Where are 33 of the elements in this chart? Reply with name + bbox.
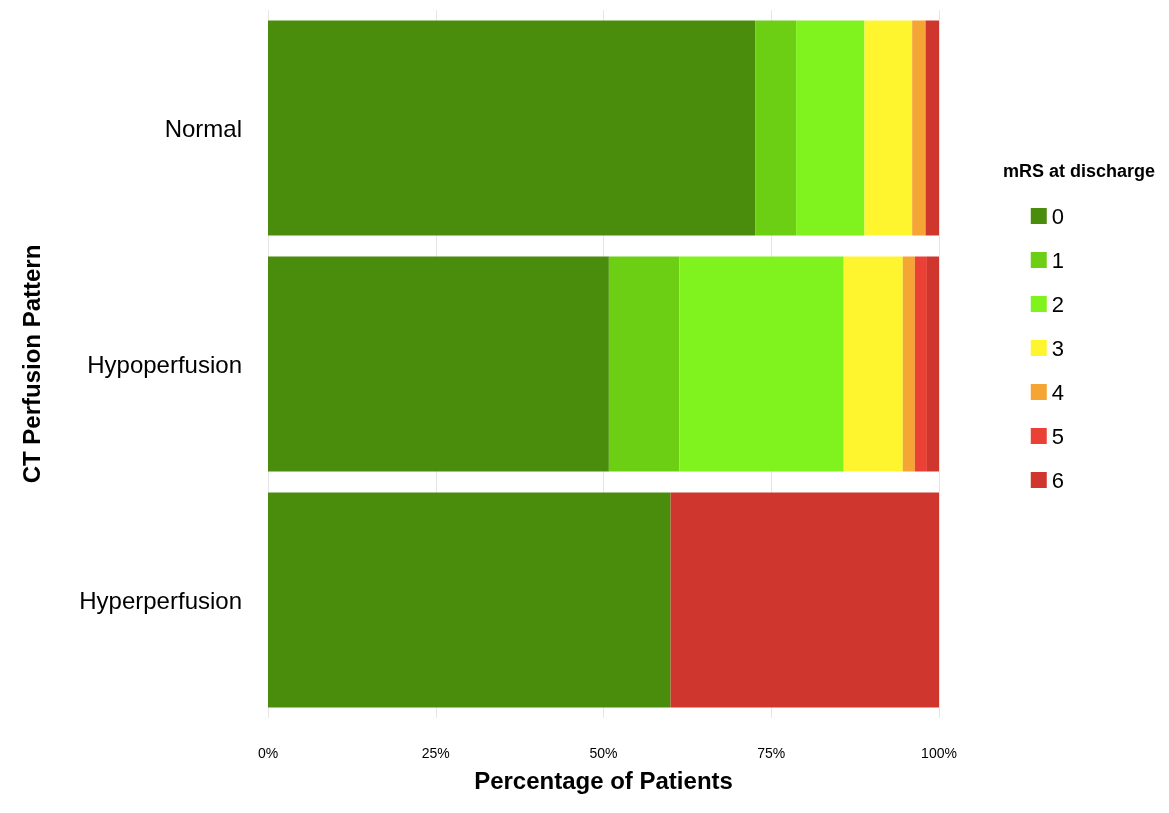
x-tick-label: 50%	[589, 745, 618, 761]
bar	[843, 256, 903, 472]
bar	[268, 492, 671, 708]
x-tick-label: 0%	[257, 745, 279, 761]
bar	[268, 20, 756, 236]
legend-label: 3	[1051, 335, 1065, 361]
y-axis-title: CT Perfusion Pattern	[17, 244, 45, 484]
bar	[796, 20, 865, 236]
y-tick-label: Normal	[164, 114, 242, 142]
legend-label: 1	[1051, 247, 1065, 273]
bar	[268, 256, 609, 472]
bar	[679, 256, 844, 472]
bar	[902, 256, 915, 472]
legend-label: 4	[1051, 379, 1065, 405]
legend-label: 0	[1051, 203, 1065, 229]
x-tick-label: 100%	[921, 745, 957, 761]
bar	[755, 20, 797, 236]
x-tick-label: 25%	[421, 745, 450, 761]
y-tick-label: Hyperperfusion	[79, 586, 242, 614]
bar	[670, 492, 939, 708]
bar	[926, 256, 939, 472]
legend-label: 5	[1051, 423, 1065, 449]
bar	[925, 20, 939, 236]
x-tick-label: 75%	[757, 745, 786, 761]
legend-label: 6	[1051, 467, 1065, 493]
legend-label: 2	[1051, 291, 1065, 317]
y-tick-label: Hypoperfusion	[87, 350, 242, 378]
legend-title: mRS at discharge	[1003, 161, 1156, 181]
bar	[864, 20, 913, 236]
x-axis-title: Percentage of Patients	[474, 766, 733, 794]
bar	[608, 256, 680, 472]
bar	[912, 20, 926, 236]
bar	[914, 256, 927, 472]
